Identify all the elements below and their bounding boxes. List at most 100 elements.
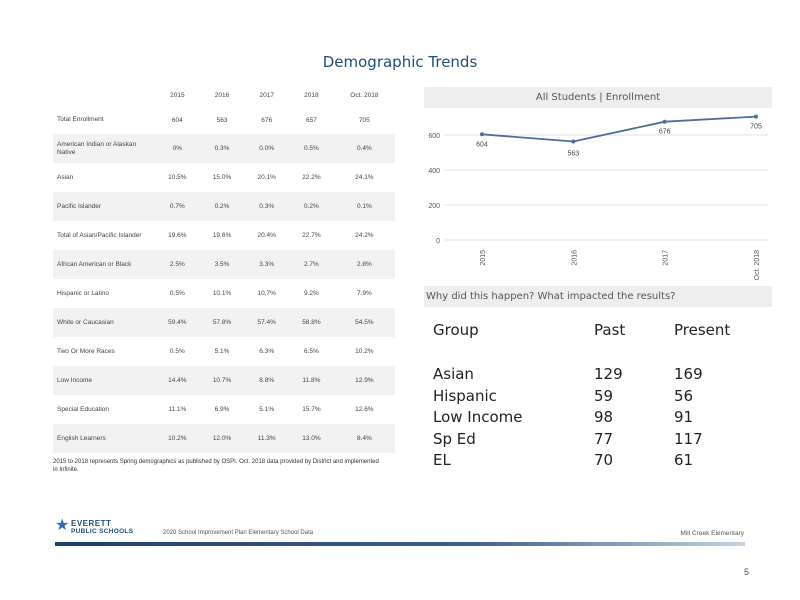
table-cell: 20.1% (257, 174, 276, 181)
table-cell: 7.9% (356, 290, 372, 297)
row-label: Hispanic or Latino (57, 289, 110, 297)
table-cell: 24.2% (355, 232, 374, 239)
table-cell: 0.3% (199, 134, 245, 163)
column-header: Oct. 2018 (350, 91, 379, 99)
group-cell: Low Income (433, 408, 523, 426)
table-cell: 59.4% (155, 308, 200, 337)
table-cell: 15.7% (302, 406, 321, 413)
table-footnote: 2015 to 2018 represents Spring demograph… (53, 459, 379, 473)
data-point (662, 119, 667, 124)
table-cell: 11.3% (244, 424, 290, 453)
row-label: Two Or More Races (57, 347, 115, 355)
table-cell: 3.5% (199, 250, 245, 279)
table-cell: 22.7% (302, 232, 321, 239)
table-cell: 563 (216, 116, 228, 124)
table-cell: 0.5% (169, 348, 185, 355)
group-header-cell: Present (674, 321, 731, 339)
row-label: Total of Asian/Pacific Islander (57, 231, 142, 239)
table-cell: 10.2% (155, 424, 200, 453)
enrollment-line-chart: 0 200 400 600 604 563 676 705 2015 2016 2017 Oct. 2… (428, 114, 768, 280)
table-cell: 10.7% (199, 366, 245, 395)
table-row: Special Education 11.1% 6.9% 5.1% 15.7% 12.6% (53, 395, 395, 424)
row-label: White or Caucasian (53, 308, 155, 337)
table-cell: 5.1% (214, 348, 230, 355)
data-label: 563 (567, 150, 579, 157)
row-label: Total Enrollment (57, 116, 104, 123)
group-cell: 61 (674, 451, 694, 469)
table-row: White or Caucasian 59.4% 57.8% 57.4% 58.8% 54… (53, 308, 395, 337)
data-point (754, 114, 758, 119)
x-tick-label: 2017 (663, 250, 670, 266)
table-row: Total of Asian/Pacific Islander 19.6% 19.6… (53, 221, 395, 250)
row-label: Low Income (53, 366, 155, 395)
table-row: English Learners 10.2% 12.0% 11.3% 13.0% 8.4% (53, 424, 395, 453)
table-cell: 12.6% (355, 406, 374, 413)
district-logo: ★ EVERETT PUBLIC SCHOOLS (55, 518, 165, 540)
table-row: African American or Black 2.5% 3.5% 3.3% 2.7… (53, 250, 395, 279)
table-row: American Indian or Alaskan Native 0% 0.3% 0… (53, 134, 395, 163)
table-cell: 54.5% (333, 308, 395, 337)
table-cell: 10.1% (212, 290, 232, 297)
table-cell: 24.1% (355, 174, 374, 181)
table-cell: 13.0% (289, 424, 334, 453)
table-cell: 6.5% (303, 348, 319, 355)
x-tick-label: 2016 (571, 250, 578, 266)
data-label: 676 (659, 129, 671, 136)
table-cell: 0.2% (289, 192, 334, 221)
y-tick-label: 0 (436, 238, 440, 245)
footer-school-name: Mill Creek Elementary (680, 530, 744, 537)
table-cell: 0% (155, 134, 200, 163)
y-tick-label: 400 (428, 168, 440, 175)
footer-divider (55, 542, 745, 546)
table-cell: 0.0% (244, 134, 290, 163)
table-row: Two Or More Races 0.5% 5.1% 6.3% 6.5% 10.2% (53, 337, 395, 366)
logo-line-2: PUBLIC SCHOOLS (71, 528, 134, 535)
table-row: Hispanic or Latino 0.5% 10.1% 10.7% 9.2% 7.9% (53, 279, 395, 308)
footer-center-text: 2020 School Improvement Plan Elementary … (163, 530, 314, 536)
data-label: 604 (476, 141, 488, 148)
group-cell: Sp Ed (433, 429, 476, 448)
header-blank-cell (53, 84, 155, 106)
row-label: English Learners (53, 424, 155, 453)
table-cell: 676 (261, 116, 273, 124)
table-cell: 20.4% (257, 232, 276, 239)
column-header: 2017 (259, 91, 274, 99)
row-label: Special Education (57, 405, 110, 413)
table-cell: 8.4% (333, 424, 395, 453)
group-cell: Asian (433, 365, 474, 383)
table-cell: 2.5% (155, 250, 200, 279)
group-comparison-table: Group Past Present Asian 129 169 Hispanic 59 56 L… (433, 321, 753, 473)
data-point (480, 132, 484, 137)
table-cell: 19.6% (168, 232, 187, 239)
y-tick-label: 200 (428, 203, 440, 210)
group-row: Low Income 98 91 (433, 408, 753, 430)
table-cell: 3.3% (244, 250, 290, 279)
group-row: Asian 129 169 (433, 365, 753, 387)
table-cell: 10.5% (168, 174, 187, 181)
group-row: Hispanic 59 56 (433, 387, 753, 409)
group-cell: 129 (594, 365, 623, 383)
group-cell: Hispanic (433, 386, 497, 405)
table-cell: 19.6% (212, 232, 232, 239)
table-cell: 58.8% (289, 308, 334, 337)
table-cell: 9.2% (303, 290, 319, 297)
column-header: 2016 (214, 91, 230, 99)
group-cell: 70 (594, 451, 614, 469)
page-number: 5 (743, 567, 749, 577)
table-cell: 57.4% (244, 308, 290, 337)
group-header-cell: Past (594, 321, 626, 339)
table-cell: 6.9% (214, 406, 230, 413)
table-cell: 6.3% (259, 348, 275, 355)
row-label: African American or Black (53, 250, 155, 279)
group-header-row: Group Past Present (433, 321, 753, 365)
table-row: Total Enrollment 604 563 676 657 705 (53, 106, 395, 134)
table-cell: 8.8% (244, 366, 290, 395)
table-cell: 0.1% (333, 192, 395, 221)
demographics-header-row: 2015 2016 2017 2018 Oct. 2018 (53, 84, 395, 106)
table-cell: 14.4% (155, 366, 200, 395)
table-cell: 604 (171, 116, 183, 124)
data-label: 705 (750, 124, 762, 131)
group-cell: 117 (674, 429, 703, 448)
table-cell: 2.7% (289, 250, 334, 279)
table-cell: 12.9% (333, 366, 395, 395)
